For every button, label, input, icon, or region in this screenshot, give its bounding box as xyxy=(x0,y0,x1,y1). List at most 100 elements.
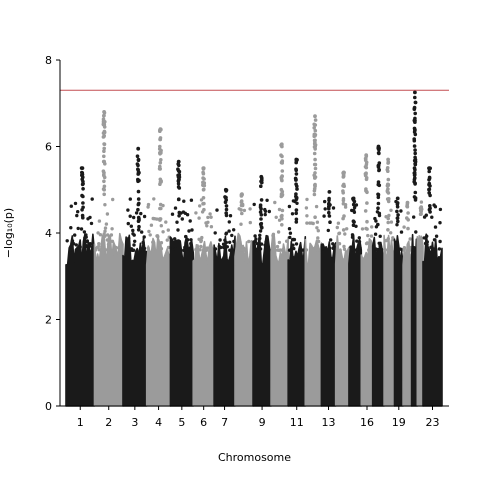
data-point xyxy=(228,248,232,252)
data-point xyxy=(131,232,135,236)
data-point xyxy=(292,246,296,251)
data-point xyxy=(271,242,275,246)
data-point xyxy=(173,237,177,241)
data-point xyxy=(240,202,245,207)
data-point xyxy=(90,197,94,201)
data-point xyxy=(102,146,106,151)
data-point xyxy=(438,239,442,244)
peak-point xyxy=(201,166,206,171)
data-point xyxy=(139,211,143,216)
data-point xyxy=(73,201,78,206)
data-point xyxy=(239,208,243,212)
data-point xyxy=(389,231,393,235)
data-point xyxy=(386,220,391,225)
peak-point xyxy=(259,174,264,179)
data-point xyxy=(75,213,79,218)
y-axis-title: −log₁₀(p) xyxy=(2,208,15,258)
data-point xyxy=(111,197,115,202)
x-tick-label: 1 xyxy=(77,416,84,429)
data-point xyxy=(326,228,330,233)
data-point xyxy=(65,239,69,243)
data-point xyxy=(113,248,117,252)
x-tick-label: 5 xyxy=(178,416,185,429)
data-point xyxy=(312,173,317,178)
data-point xyxy=(206,220,210,224)
data-point xyxy=(406,211,410,215)
data-point xyxy=(329,238,333,242)
data-point xyxy=(146,246,150,250)
data-point xyxy=(327,201,331,206)
data-point xyxy=(412,177,417,182)
y-tick-label: 2 xyxy=(45,314,52,327)
data-point xyxy=(428,184,432,188)
data-point xyxy=(82,240,87,245)
data-point xyxy=(432,238,437,242)
data-point xyxy=(258,210,263,214)
data-point xyxy=(341,198,346,203)
data-point xyxy=(219,245,223,250)
data-point xyxy=(98,233,103,237)
data-point xyxy=(377,161,382,165)
data-point xyxy=(81,201,85,205)
chromosome-6-points xyxy=(192,166,215,407)
data-point xyxy=(312,142,317,146)
data-point xyxy=(419,209,424,214)
data-point xyxy=(70,248,74,252)
data-point xyxy=(259,225,264,229)
data-point xyxy=(396,219,400,224)
data-point xyxy=(386,182,390,187)
data-point xyxy=(389,208,393,212)
data-point xyxy=(376,206,380,210)
data-point xyxy=(350,235,355,239)
data-point xyxy=(294,208,299,212)
data-point xyxy=(395,209,399,214)
data-point xyxy=(343,232,347,236)
data-point xyxy=(304,248,309,252)
x-tick-label: 6 xyxy=(200,416,207,429)
peak-point xyxy=(364,153,369,158)
data-point xyxy=(323,199,327,204)
data-point xyxy=(413,190,418,195)
data-point xyxy=(208,212,212,216)
data-point xyxy=(184,234,188,239)
data-point xyxy=(312,192,317,197)
peak-point xyxy=(405,200,410,205)
data-point xyxy=(215,208,219,212)
data-point xyxy=(164,220,168,224)
chromosome-8-bulk xyxy=(234,232,254,407)
data-point xyxy=(186,238,190,242)
data-point xyxy=(205,224,209,228)
data-point xyxy=(159,241,164,245)
data-point xyxy=(201,171,206,176)
data-point xyxy=(259,242,264,246)
peak-point xyxy=(351,196,356,201)
data-point xyxy=(315,226,319,230)
data-point xyxy=(136,167,140,172)
chromosome-3-bulk xyxy=(122,234,148,407)
data-point xyxy=(103,226,108,230)
data-point xyxy=(202,207,206,212)
data-point xyxy=(263,212,267,217)
data-point xyxy=(280,169,285,173)
data-point xyxy=(313,128,318,133)
data-point xyxy=(209,215,213,219)
data-point xyxy=(280,223,284,227)
data-point xyxy=(413,155,417,160)
data-point xyxy=(80,172,85,177)
data-point xyxy=(81,179,85,184)
data-point xyxy=(412,215,416,219)
data-point xyxy=(258,247,263,251)
data-point xyxy=(412,195,417,199)
data-point xyxy=(289,247,293,252)
peak-point xyxy=(279,142,284,147)
chromosome-6-bulk xyxy=(192,240,215,407)
data-point xyxy=(312,189,317,193)
data-point xyxy=(240,211,244,216)
data-point xyxy=(322,214,326,218)
data-point xyxy=(305,197,309,202)
x-tick-label: 4 xyxy=(155,416,162,429)
peak-point xyxy=(176,159,181,164)
data-point xyxy=(350,233,355,237)
data-point xyxy=(259,198,264,202)
data-point xyxy=(342,214,346,218)
